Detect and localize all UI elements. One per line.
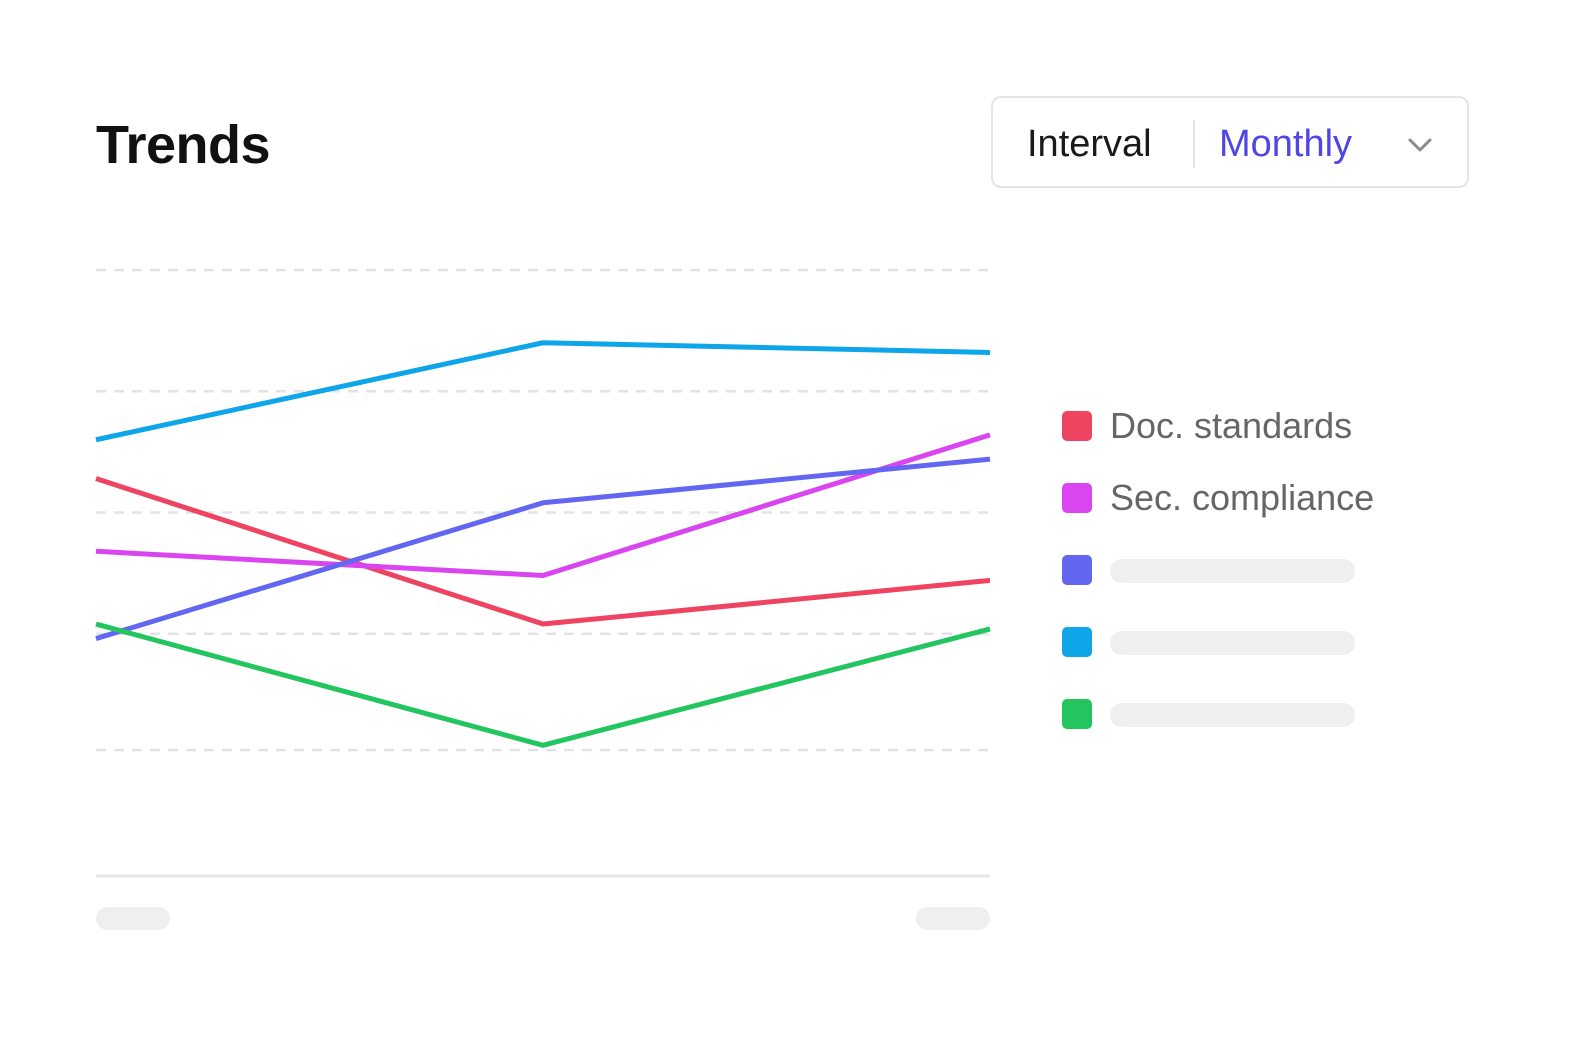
- interval-divider: [1193, 120, 1195, 168]
- legend-swatch: [1062, 627, 1092, 657]
- series-line-1: [95, 476, 991, 627]
- series-line-3: [95, 456, 991, 641]
- x-tick-label-placeholder-start: [96, 907, 170, 930]
- series-line-2: [95, 432, 991, 579]
- legend-label-placeholder: [1110, 631, 1355, 655]
- interval-label: Interval: [1027, 123, 1152, 165]
- legend-label-placeholder: [1110, 559, 1355, 583]
- legend-label-placeholder: [1110, 703, 1355, 727]
- legend-swatch: [1062, 483, 1092, 513]
- grid-lines: [96, 268, 990, 752]
- series-lines: [95, 340, 991, 748]
- interval-selected-value: Monthly: [1219, 123, 1353, 165]
- series-line-4: [95, 340, 991, 443]
- interval-dropdown[interactable]: Interval Monthly: [991, 96, 1469, 188]
- legend-swatch: [1062, 699, 1092, 729]
- legend-label: Doc. standards: [1110, 405, 1353, 446]
- legend-swatch: [1062, 555, 1092, 585]
- page-title: Trends: [96, 115, 271, 175]
- chevron-down-icon: [1408, 138, 1432, 152]
- x-tick-label-placeholder-end: [916, 907, 990, 930]
- legend-label: Sec. compliance: [1110, 477, 1375, 518]
- legend-swatch: [1062, 411, 1092, 441]
- series-line-5: [95, 621, 991, 748]
